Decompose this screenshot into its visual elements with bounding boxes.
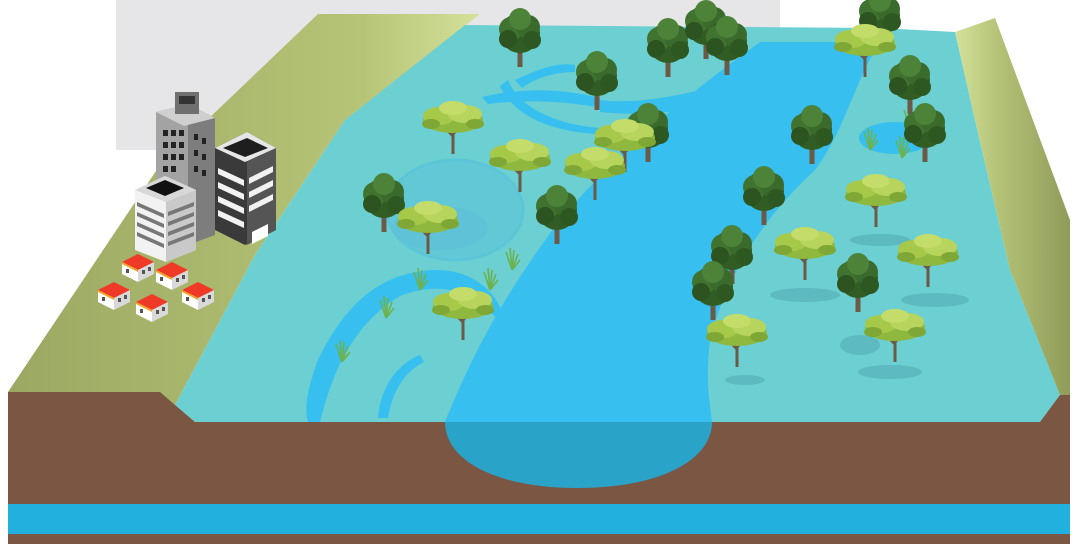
levee-right (955, 18, 1070, 422)
office-tower-icon (215, 132, 276, 245)
side-channel (306, 270, 505, 422)
tree-shadows (725, 234, 969, 385)
side-channel-tip (378, 355, 424, 418)
river-section (445, 422, 712, 488)
aquifer-layer (8, 504, 1070, 534)
city (98, 92, 276, 322)
office-tower-icon (135, 176, 196, 262)
upper-channel (600, 82, 745, 114)
oxbow-arc (500, 80, 600, 134)
upper-loop (515, 64, 575, 88)
river-channel (445, 42, 880, 422)
